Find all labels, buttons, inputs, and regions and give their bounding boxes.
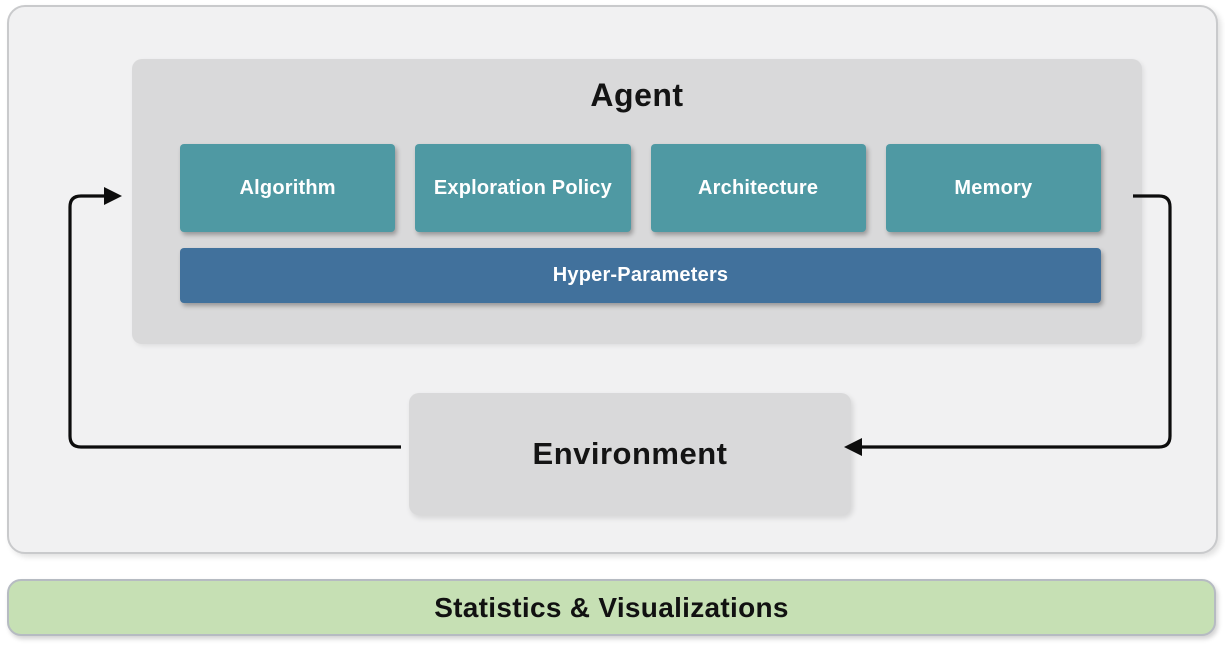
component-architecture: Architecture: [650, 144, 866, 232]
environment-box: Environment: [409, 393, 851, 515]
component-algorithm: Algorithm: [180, 144, 396, 232]
component-memory: Memory: [885, 144, 1101, 232]
statistics-bar: Statistics & Visualizations: [7, 579, 1216, 636]
agent-box: Agent Algorithm Exploration Policy Archi…: [132, 59, 1142, 344]
hyper-parameters-bar: Hyper-Parameters: [180, 248, 1101, 303]
agent-title: Agent: [590, 77, 684, 113]
agent-components-row: Algorithm Exploration Policy Architectur…: [180, 144, 1101, 232]
training-loop-panel: Agent Algorithm Exploration Policy Archi…: [7, 5, 1218, 554]
component-exploration-policy: Exploration Policy: [415, 144, 631, 232]
